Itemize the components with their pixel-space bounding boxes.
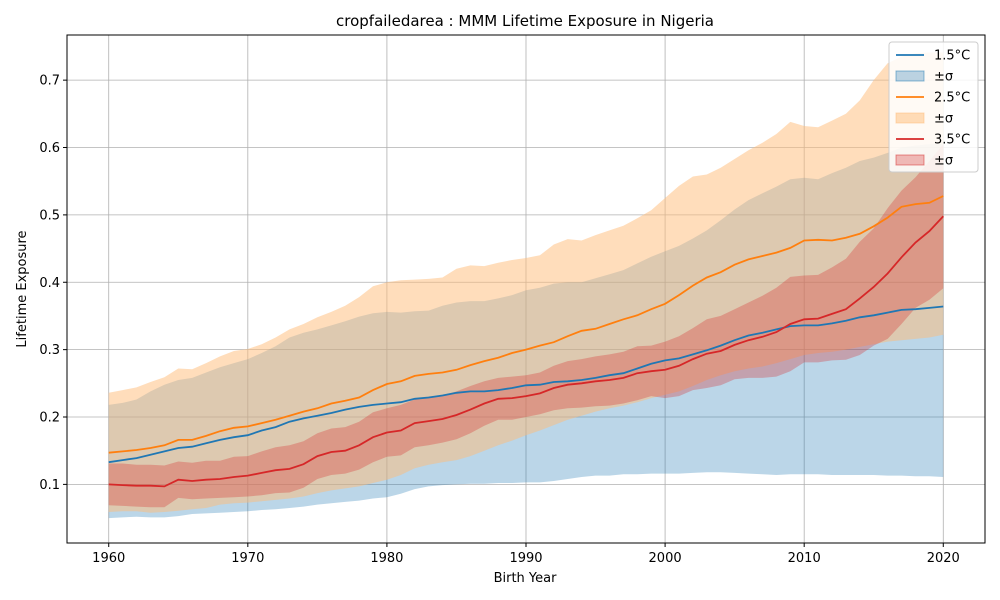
y-tick-label: 0.1 (39, 478, 60, 493)
y-tick-label: 0.7 (39, 74, 60, 89)
legend-band-label: ±σ (934, 70, 953, 85)
series-line-3 (108, 215, 944, 488)
plot-area: 1960 1970 1980 1990 2000 2010 2020 0.1 0.2 0.3 0.4… (39, 34, 986, 566)
series-line-1 (108, 305, 944, 464)
legend-band-swatch (895, 70, 925, 82)
series-band-2 (108, 52, 944, 513)
legend-band-swatch (895, 154, 925, 166)
x-tick-label: 1970 (231, 551, 264, 566)
legend: 1.5°C ±σ 2.5°C ±σ 3.5°C ±σ (888, 41, 979, 173)
x-tick-label: 2000 (649, 551, 682, 566)
y-tick-label: 0.4 (39, 276, 60, 291)
series-band-3 (108, 144, 944, 508)
legend-label: 2.5°C (934, 91, 970, 106)
legend-label: 1.5°C (934, 49, 970, 64)
x-tick-label: 1990 (509, 551, 542, 566)
x-tick-label: 1960 (92, 551, 125, 566)
series-line-2 (108, 195, 944, 454)
x-tick-label: 1980 (370, 551, 403, 566)
legend-label: 3.5°C (934, 133, 970, 148)
y-tick-label: 0.5 (39, 208, 60, 223)
x-axis-label: Birth Year (494, 571, 558, 586)
y-tick-label: 0.3 (39, 343, 60, 358)
y-tick-label: 0.2 (39, 411, 60, 426)
legend-band-swatch (895, 112, 925, 124)
y-axis-label: Lifetime Exposure (15, 230, 30, 347)
x-tick-label: 2020 (927, 551, 960, 566)
x-tick-label: 2010 (788, 551, 821, 566)
chart-title: cropfailedarea : MMM Lifetime Exposure i… (336, 12, 714, 30)
y-tick-label: 0.6 (39, 141, 60, 156)
legend-band-label: ±σ (934, 112, 953, 127)
legend-band-label: ±σ (934, 154, 953, 169)
